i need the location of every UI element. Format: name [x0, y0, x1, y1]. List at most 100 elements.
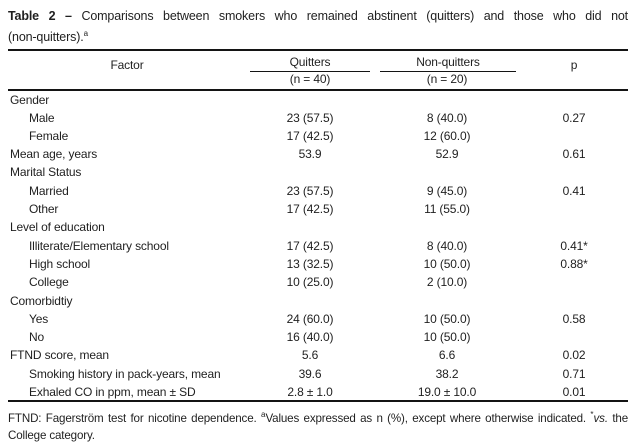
nonquitters-cell: 8 (40.0) [426, 238, 468, 253]
table-caption: Table 2 – Comparisons between smokers wh… [8, 8, 628, 46]
caption-dash: – [65, 9, 72, 23]
table-row: High school 13 (32.5) 10 (50.0) 0.88* [8, 255, 628, 273]
table-row: Male 23 (57.5) 8 (40.0) 0.27 [8, 108, 628, 126]
table-row: Female 17 (42.5) 12 (60.0) [8, 127, 628, 145]
nonquitters-cell [374, 218, 520, 236]
table-row: FTND score, mean 5.6 6.6 0.02 [8, 346, 628, 364]
table-row: Marital Status [8, 163, 628, 181]
nonquitters-cell: 9 (45.0) [426, 183, 468, 198]
quitters-cell [246, 218, 374, 236]
quitters-cell: 10 (25.0) [286, 275, 334, 290]
factor-cell: Level of education [10, 220, 105, 235]
p-cell: 0.01 [562, 384, 586, 399]
factor-cell: Gender [10, 92, 50, 107]
p-cell [520, 273, 628, 291]
table-header: Factor Quitters Non-quitters p (n = 40) … [8, 50, 628, 91]
caption-label: Table 2 – [8, 9, 72, 23]
nonquitters-cell: 6.6 [438, 348, 456, 363]
table-row: College 10 (25.0) 2 (10.0) [8, 273, 628, 291]
quitters-cell: 13 (32.5) [286, 256, 334, 271]
p-cell [520, 163, 628, 181]
table-row: No 16 (40.0) 10 (50.0) [8, 328, 628, 346]
header-nonquitters: Non-quitters [374, 50, 520, 73]
quitters-cell: 17 (42.5) [286, 238, 334, 253]
nonquitters-cell: 10 (50.0) [423, 256, 471, 271]
table-row: Yes 24 (60.0) 10 (50.0) 0.58 [8, 310, 628, 328]
comparison-table: Factor Quitters Non-quitters p (n = 40) … [8, 49, 628, 403]
p-cell: 0.41* [560, 238, 588, 253]
p-cell [520, 328, 628, 346]
factor-cell: Comorbidtiy [10, 293, 73, 308]
factor-cell: Smoking history in pack-years, mean [29, 366, 221, 381]
quitters-cell: 39.6 [298, 366, 322, 381]
nonquitters-cell: 2 (10.0) [426, 275, 468, 290]
factor-cell: FTND score, mean [10, 348, 109, 363]
table-row: Comorbidtiy [8, 291, 628, 309]
footnote-line2: College category. [8, 428, 95, 442]
nonquitters-cell: 38.2 [435, 366, 459, 381]
table-row: Mean age, years 53.9 52.9 0.61 [8, 145, 628, 163]
factor-cell: Mean age, years [10, 147, 98, 162]
p-cell: 0.88* [560, 256, 588, 271]
header-nonquitters-n: (n = 20) [426, 72, 468, 87]
table-row: Level of education [8, 218, 628, 236]
table-footnote: FTND: Fagerström test for nicotine depen… [8, 407, 628, 444]
nonquitters-cell [374, 90, 520, 108]
nonquitters-cell [374, 163, 520, 181]
p-cell: 0.58 [562, 311, 586, 326]
quitters-cell: 24 (60.0) [286, 311, 334, 326]
quitters-cell: 2.8 ± 1.0 [287, 384, 333, 399]
quitters-cell: 17 (42.5) [286, 128, 334, 143]
quitters-cell: 17 (42.5) [286, 202, 334, 217]
table-row: Other 17 (42.5) 11 (55.0) [8, 200, 628, 218]
p-cell: 0.71 [562, 366, 586, 381]
table-row: Married 23 (57.5) 9 (45.0) 0.41 [8, 182, 628, 200]
quitters-cell [246, 291, 374, 309]
nonquitters-cell: 19.0 ± 10.0 [417, 384, 477, 399]
table-body: Gender Male 23 (57.5) 8 (40.0) 0.27 Female 17 … [8, 90, 628, 401]
table-row: Smoking history in pack-years, mean 39.6 3… [8, 365, 628, 383]
factor-cell: Illiterate/Elementary school [29, 238, 169, 253]
footnote-marker-a: a [260, 410, 266, 420]
quitters-cell [246, 163, 374, 181]
header-quitters-n: (n = 40) [289, 72, 331, 87]
table-row: Illiterate/Elementary school 17 (42.5) 8 (… [8, 237, 628, 255]
p-cell [520, 218, 628, 236]
factor-cell: College [29, 275, 69, 290]
nonquitters-cell: 11 (55.0) [424, 202, 470, 217]
nonquitters-cell: 52.9 [435, 147, 459, 162]
quitters-cell: 23 (57.5) [286, 110, 334, 125]
factor-cell: Married [29, 183, 69, 198]
factor-cell: Exhaled CO in ppm, mean ± SD [29, 384, 196, 399]
factor-cell: High school [29, 256, 91, 271]
header-quitters: Quitters [246, 50, 374, 73]
p-cell [520, 90, 628, 108]
quitters-cell [246, 90, 374, 108]
caption-text: Comparisons between smokers who remained… [81, 9, 629, 23]
factor-cell: Yes [29, 311, 49, 326]
header-factor-spacer [8, 72, 246, 90]
p-cell [520, 127, 628, 145]
factor-cell: Marital Status [10, 165, 82, 180]
caption-line1: Table 2 – Comparisons between smokers wh… [8, 8, 628, 25]
p-cell: 0.02 [562, 348, 586, 363]
caption-footnote-marker: a [83, 29, 89, 38]
p-cell: 0.41 [562, 183, 586, 198]
nonquitters-cell: 12 (60.0) [423, 128, 471, 143]
factor-cell: Female [29, 128, 69, 143]
nonquitters-cell [374, 291, 520, 309]
table-row: Gender [8, 90, 628, 108]
quitters-cell: 23 (57.5) [286, 183, 334, 198]
quitters-cell: 5.6 [301, 348, 319, 363]
nonquitters-cell: 10 (50.0) [423, 330, 471, 345]
factor-cell: Male [29, 110, 55, 125]
header-p-spacer [520, 72, 628, 90]
caption-line2: (non-quitters).a [8, 29, 89, 45]
p-cell [520, 200, 628, 218]
footnote-line1: FTND: Fagerström test for nicotine depen… [8, 410, 628, 426]
header-p: p [570, 58, 578, 73]
p-cell: 0.61 [562, 147, 586, 162]
header-factor: Factor [110, 58, 144, 73]
quitters-cell: 16 (40.0) [286, 330, 334, 345]
